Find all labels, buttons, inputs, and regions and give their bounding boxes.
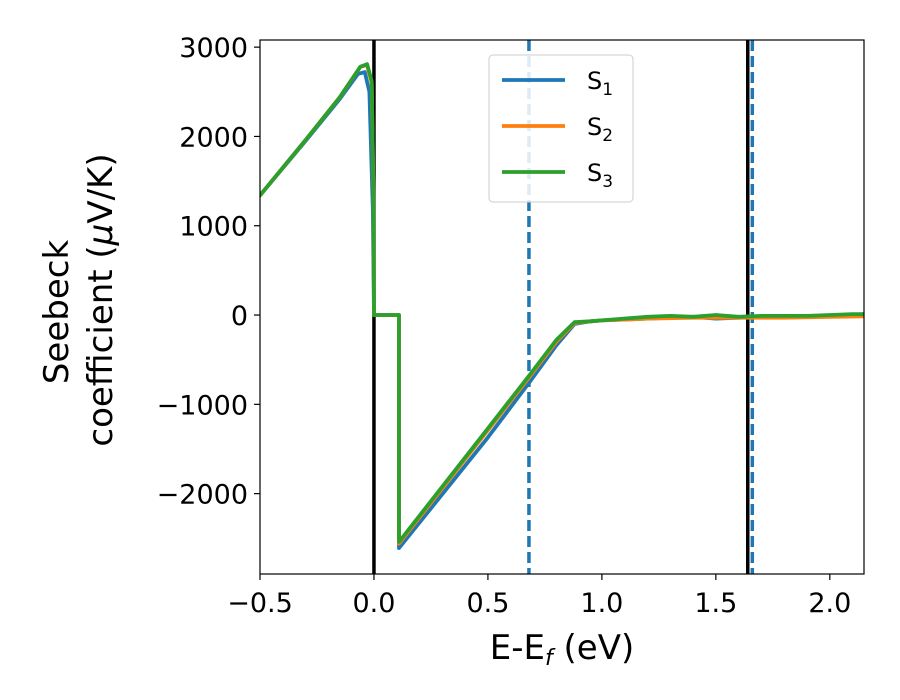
x-axis-title-subscript: f (545, 646, 556, 671)
x-axis-ticks: −0.5 0.0 0.5 1.0 1.5 2.0 (227, 574, 851, 619)
y-axis-ticks: 3000 2000 1000 0 −1000 −2000 (157, 33, 260, 511)
y-tick-label: −1000 (157, 390, 248, 421)
y-tick-label: 1000 (179, 212, 248, 243)
legend-box (488, 54, 634, 203)
x-tick-label: 1.0 (580, 588, 623, 619)
x-tick-label: 0.5 (466, 588, 509, 619)
y-axis-title-line2: coefficient (μV/K) (81, 153, 121, 446)
legend: S1 S2 S3 (488, 54, 634, 203)
y-tick-label: 2000 (179, 122, 248, 153)
y-tick-label: −2000 (157, 480, 248, 511)
plot-frame (259, 39, 865, 575)
x-tick-label: 0.0 (352, 588, 395, 619)
x-tick-label: 1.5 (694, 588, 737, 619)
series-line-s3 (260, 62, 864, 544)
y-axis-title-line1: Seebeck (37, 240, 77, 385)
x-tick-label: 2.0 (808, 588, 851, 619)
y-tick-label: 3000 (179, 33, 248, 64)
legend-label-s3: S3 (587, 159, 613, 192)
x-tick-label: −0.5 (227, 588, 293, 619)
legend-label-s1: S1 (587, 67, 613, 100)
x-axis-title: E-Ef (eV) (490, 628, 635, 671)
legend-label-s2: S2 (587, 113, 613, 146)
y-tick-label: 0 (231, 301, 248, 332)
series-lines (260, 62, 864, 550)
